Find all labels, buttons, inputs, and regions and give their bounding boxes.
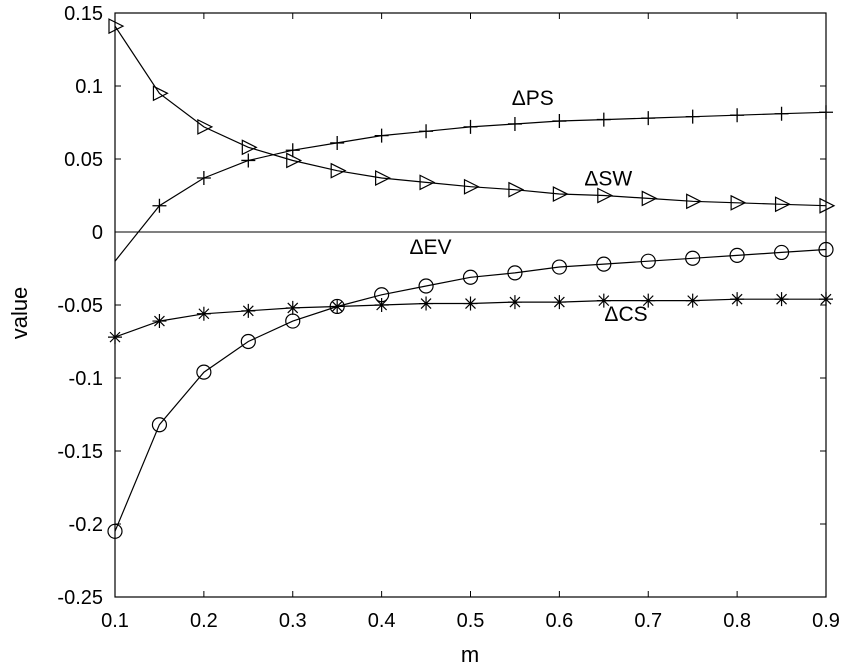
data-point-delta-ps <box>774 106 789 121</box>
data-point-delta-sw <box>508 181 525 198</box>
y-tick-label: 0.15 <box>64 3 103 25</box>
x-tick-label: 0.9 <box>812 610 840 632</box>
data-point-delta-cs <box>152 314 167 329</box>
y-tick-label: -0.25 <box>57 587 103 609</box>
data-point-delta-ps <box>330 135 345 150</box>
y-tick-label: -0.05 <box>57 295 103 317</box>
data-point-delta-sw <box>819 197 836 214</box>
data-point-delta-cs <box>285 300 300 315</box>
data-point-delta-ev <box>773 244 790 261</box>
data-point-delta-cs <box>330 299 345 314</box>
data-point-delta-cs <box>685 293 700 308</box>
data-point-delta-ps <box>419 124 434 139</box>
data-point-delta-ps <box>152 198 167 213</box>
data-point-delta-sw <box>730 194 747 211</box>
data-point-delta-ev <box>240 333 256 350</box>
data-point-delta-sw <box>774 196 791 213</box>
y-tick-label: 0.1 <box>75 76 103 98</box>
x-tick-label: 0.4 <box>368 610 396 632</box>
data-point-delta-sw <box>197 118 214 135</box>
data-point-delta-sw <box>552 186 569 203</box>
data-point-delta-sw <box>152 85 169 102</box>
series-annotation: ΔEV <box>409 236 451 259</box>
data-point-delta-cs <box>241 303 256 318</box>
y-tick-label: -0.15 <box>57 441 103 463</box>
data-point-delta-ev <box>107 523 123 539</box>
x-tick-label: 0.3 <box>279 610 307 632</box>
x-tick-label: 0.7 <box>634 610 662 632</box>
data-point-delta-cs <box>641 293 656 308</box>
data-point-delta-cs <box>730 292 745 307</box>
y-tick-label: 0.05 <box>64 149 103 171</box>
x-tick-label: 0.1 <box>101 610 129 632</box>
data-point-delta-ev <box>462 269 479 285</box>
data-point-delta-cs <box>196 306 211 321</box>
x-axis-label: m <box>461 642 479 667</box>
data-point-delta-cs <box>374 298 389 312</box>
data-point-delta-ev <box>551 259 567 275</box>
data-point-delta-ps <box>819 105 833 120</box>
data-point-delta-ev <box>418 278 434 294</box>
x-tick-label: 0.5 <box>457 610 485 632</box>
data-point-delta-sw <box>419 174 436 191</box>
data-point-delta-sw <box>375 170 391 186</box>
plot-area: 0.1 0.2 0.3 0.4 0.5 0.6 0.7 0.8 0.9 0.15 0.1 0.05 0 -… <box>57 3 840 632</box>
series-line-delta-ev <box>114 248 827 532</box>
data-point-delta-ev <box>640 253 656 269</box>
data-point-delta-ev <box>151 417 168 433</box>
data-point-delta-cs <box>507 295 522 310</box>
data-point-delta-cs <box>463 296 478 311</box>
data-point-delta-cs <box>552 295 567 310</box>
data-point-delta-ps <box>552 114 567 129</box>
data-point-delta-sw <box>641 190 658 207</box>
series-annotation: ΔSW <box>584 167 632 190</box>
y-tick-label: -0.1 <box>69 368 103 390</box>
x-tick-label: 0.6 <box>545 610 573 632</box>
data-point-delta-ev <box>596 256 612 272</box>
data-point-delta-ps <box>285 143 300 158</box>
data-point-delta-ps <box>596 112 611 127</box>
y-axis-label: value <box>7 287 32 340</box>
x-tick-label: 0.2 <box>190 610 218 632</box>
data-point-delta-sw <box>686 193 703 210</box>
data-point-delta-sw <box>597 187 614 204</box>
data-point-delta-ev <box>507 265 523 281</box>
data-point-delta-ps <box>507 116 522 131</box>
data-point-delta-cs <box>108 330 122 345</box>
data-point-delta-cs <box>774 292 789 307</box>
data-point-delta-sw <box>108 18 125 35</box>
y-tick-label: -0.2 <box>69 514 103 536</box>
series-annotation: ΔPS <box>512 87 554 110</box>
data-point-delta-ps <box>730 108 745 123</box>
x-tick-label: 0.8 <box>723 610 751 632</box>
data-point-delta-sw <box>241 139 258 156</box>
data-point-delta-cs <box>596 293 611 308</box>
data-point-delta-ps <box>641 111 656 126</box>
data-point-delta-ev <box>196 364 212 380</box>
data-point-delta-ps <box>374 128 389 143</box>
data-point-delta-cs <box>819 292 833 307</box>
data-point-delta-ps <box>463 119 478 134</box>
data-point-delta-sw <box>286 152 303 169</box>
data-point-delta-sw <box>330 162 347 179</box>
series-annotation: ΔCS <box>604 303 647 326</box>
y-tick-label: 0 <box>92 222 103 244</box>
data-point-delta-ev <box>685 250 701 266</box>
data-point-delta-sw <box>463 178 480 195</box>
data-point-delta-ev <box>818 241 834 258</box>
data-point-delta-ev <box>729 247 745 263</box>
data-point-delta-ps <box>196 170 211 185</box>
data-point-delta-ps <box>241 153 256 168</box>
data-point-delta-ps <box>685 109 700 124</box>
data-point-delta-cs <box>419 296 434 311</box>
series-line-delta-sw <box>114 25 827 207</box>
